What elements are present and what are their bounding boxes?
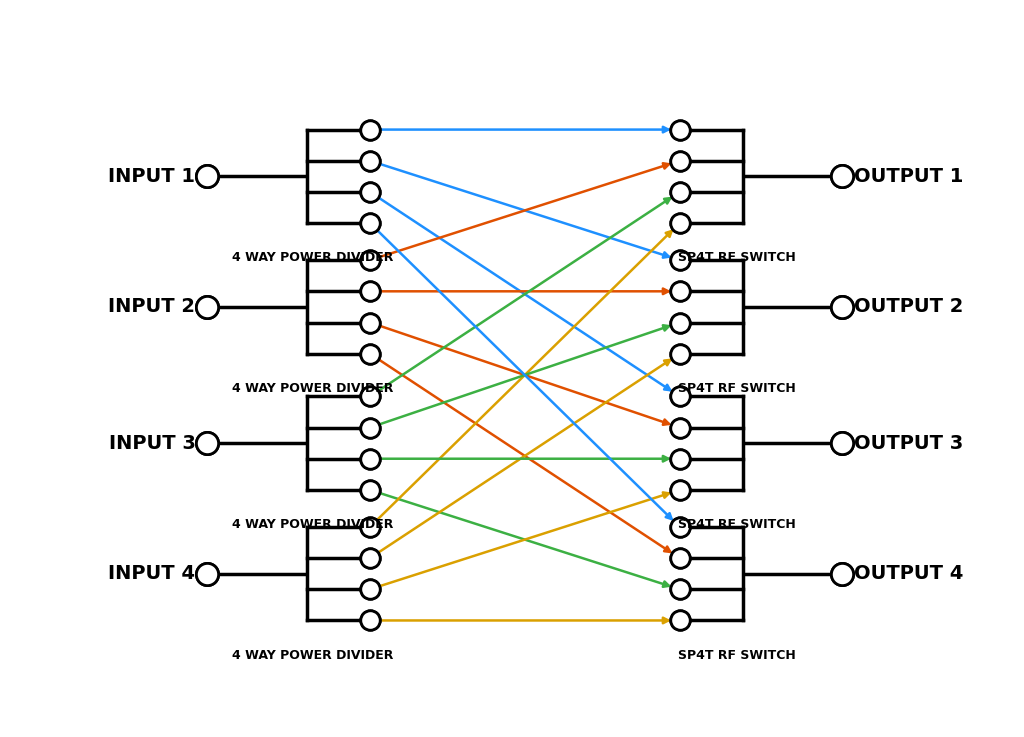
Text: OUTPUT 4: OUTPUT 4	[854, 564, 964, 583]
Text: 4 WAY POWER DIVIDER: 4 WAY POWER DIVIDER	[231, 251, 393, 265]
Text: SP4T RF SWITCH: SP4T RF SWITCH	[678, 382, 796, 395]
Text: OUTPUT 2: OUTPUT 2	[854, 298, 964, 316]
Text: OUTPUT 1: OUTPUT 1	[854, 167, 964, 186]
Text: SP4T RF SWITCH: SP4T RF SWITCH	[678, 518, 796, 531]
Text: SP4T RF SWITCH: SP4T RF SWITCH	[678, 251, 796, 265]
Text: 4 WAY POWER DIVIDER: 4 WAY POWER DIVIDER	[231, 518, 393, 531]
Text: INPUT 1: INPUT 1	[109, 167, 196, 186]
Text: INPUT 4: INPUT 4	[109, 564, 196, 583]
Text: 4 WAY POWER DIVIDER: 4 WAY POWER DIVIDER	[231, 382, 393, 395]
Text: 4 WAY POWER DIVIDER: 4 WAY POWER DIVIDER	[231, 649, 393, 662]
Text: SP4T RF SWITCH: SP4T RF SWITCH	[678, 649, 796, 662]
Text: INPUT 2: INPUT 2	[109, 298, 196, 316]
Text: OUTPUT 3: OUTPUT 3	[854, 433, 964, 453]
Text: INPUT 3: INPUT 3	[109, 433, 196, 453]
